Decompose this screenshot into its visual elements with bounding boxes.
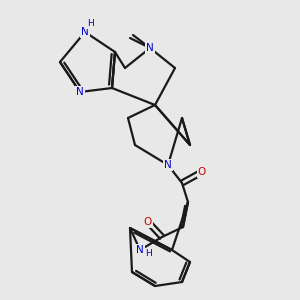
Text: N: N	[146, 43, 154, 53]
Text: O: O	[198, 167, 206, 177]
Text: N: N	[136, 245, 144, 255]
Text: O: O	[144, 217, 152, 227]
Text: N: N	[164, 160, 172, 170]
Text: H: H	[87, 20, 93, 28]
Text: N: N	[76, 87, 84, 97]
Text: H: H	[145, 250, 152, 259]
Text: N: N	[81, 27, 89, 37]
